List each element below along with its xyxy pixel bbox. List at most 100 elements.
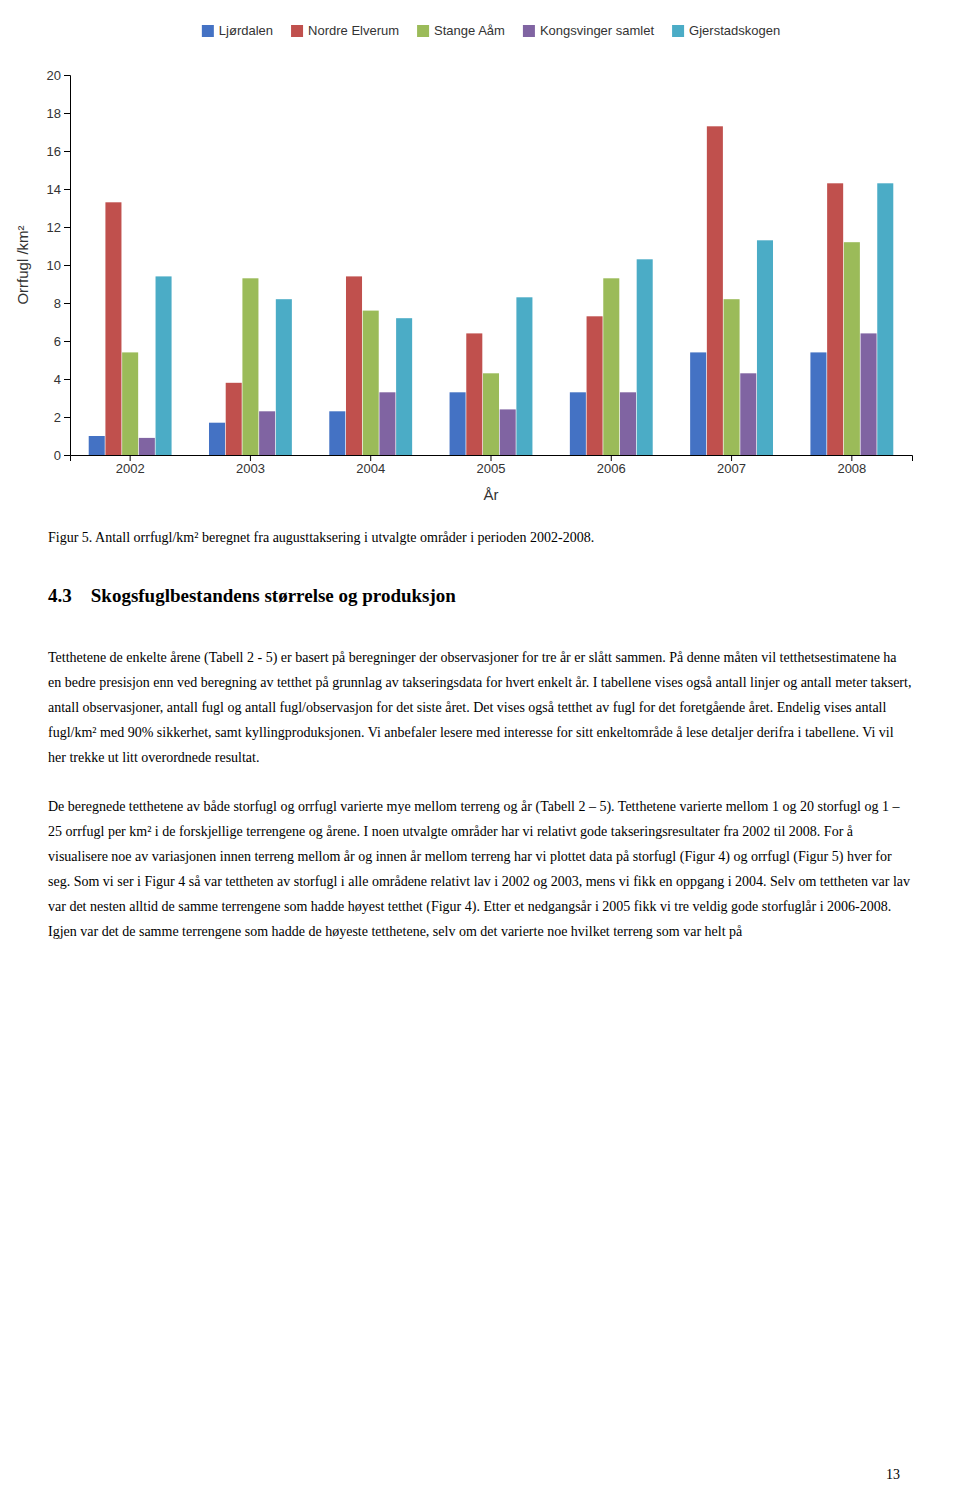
bar <box>226 383 242 455</box>
x-tick-label: 2005 <box>477 461 506 476</box>
x-tick: 2007 <box>717 455 746 476</box>
legend-label: Nordre Elverum <box>308 23 399 38</box>
legend-swatch <box>672 25 684 37</box>
y-tick-line <box>64 151 70 152</box>
bar <box>346 276 362 455</box>
bar <box>740 373 756 455</box>
y-tick-line <box>64 265 70 266</box>
x-tick-label: 2008 <box>837 461 866 476</box>
bar <box>587 316 603 455</box>
bar <box>329 411 345 455</box>
bar <box>620 392 636 455</box>
y-tick-label: 18 <box>47 106 61 121</box>
x-tick-label: 2007 <box>717 461 746 476</box>
y-tick: 12 <box>47 220 70 235</box>
bar-series <box>105 126 843 455</box>
page: 2002200320042005200620072008024681012141… <box>0 0 960 1501</box>
bar <box>690 352 706 455</box>
bar <box>483 373 499 455</box>
bar <box>861 333 877 455</box>
y-tick-label: 10 <box>47 258 61 273</box>
x-tick-label: 2006 <box>597 461 626 476</box>
body-text: Tetthetene de enkelte årene (Tabell 2 - … <box>48 645 912 968</box>
y-axis: 02468101214161820 <box>47 68 71 463</box>
y-tick-line <box>64 379 70 380</box>
bar <box>396 318 412 455</box>
x-tick-label: 2003 <box>236 461 265 476</box>
bar <box>707 126 723 455</box>
x-tick-line <box>250 455 251 461</box>
legend-item: Ljørdalen <box>202 23 273 38</box>
y-tick-label: 8 <box>54 296 61 311</box>
y-tick-line <box>64 189 70 190</box>
page-number: 13 <box>886 1467 900 1483</box>
legend-label: Gjerstadskogen <box>689 23 780 38</box>
bar <box>242 278 258 455</box>
bar <box>105 202 121 455</box>
bar <box>209 423 225 455</box>
bar <box>379 392 395 455</box>
bar <box>637 259 653 455</box>
bar <box>810 352 826 455</box>
y-tick: 10 <box>47 258 70 273</box>
legend-label: Stange Aåm <box>434 23 505 38</box>
x-axis-line <box>71 456 913 462</box>
caption: Figur 5. Antall orrfugl/km² beregnet fra… <box>48 528 912 548</box>
legend-swatch <box>202 25 214 37</box>
y-axis-line <box>64 76 71 456</box>
legend-swatch <box>291 25 303 37</box>
bar <box>89 436 105 455</box>
bar <box>844 242 860 455</box>
legend-item: Gjerstadskogen <box>672 23 780 38</box>
y-tick-line <box>64 113 70 114</box>
y-tick-label: 0 <box>54 448 61 463</box>
y-tick-label: 2 <box>54 410 61 425</box>
x-tick-line <box>491 455 492 461</box>
x-tick-line <box>130 455 131 461</box>
bar <box>122 352 138 455</box>
legend-item: Stange Aåm <box>417 23 505 38</box>
y-tick-label: 14 <box>47 182 61 197</box>
y-tick: 6 <box>54 334 70 349</box>
x-tick-line <box>851 455 852 461</box>
bar <box>466 333 482 455</box>
x-tick-label: 2002 <box>116 461 145 476</box>
y-tick-line <box>64 341 70 342</box>
x-tick-line <box>370 455 371 461</box>
bar <box>259 411 275 455</box>
plot: 2002200320042005200620072008024681012141… <box>47 68 913 477</box>
chart: 2002200320042005200620072008024681012141… <box>0 0 960 515</box>
bar <box>139 438 155 455</box>
legend: Ljørdalen Nordre Elverum Stange Aåm Kongsvi… <box>202 23 780 38</box>
bar <box>570 392 586 455</box>
x-tick: 2003 <box>236 455 265 476</box>
y-tick: 8 <box>54 296 70 311</box>
x-tick-line <box>611 455 612 461</box>
x-axis-title: År <box>484 486 499 503</box>
x-tick: 2002 <box>116 455 145 476</box>
y-tick: 16 <box>47 144 70 159</box>
y-axis-title: Orrfugl /km² <box>14 225 31 304</box>
bar-series <box>122 242 860 455</box>
x-tick: 2008 <box>837 455 866 476</box>
paragraph: De beregnede tetthetene av både storfugl… <box>48 794 912 944</box>
y-tick-label: 6 <box>54 334 61 349</box>
bar <box>724 299 740 455</box>
x-tick-line <box>731 455 732 461</box>
legend-swatch <box>417 25 429 37</box>
legend-item: Nordre Elverum <box>291 23 399 38</box>
bar <box>276 299 292 455</box>
y-tick-line <box>64 417 70 418</box>
y-tick: 14 <box>47 182 70 197</box>
bars <box>89 126 894 455</box>
y-tick-line <box>64 303 70 304</box>
bar <box>500 409 516 455</box>
x-tick: 2004 <box>356 455 385 476</box>
section-heading: 4.3 Skogsfuglbestandens størrelse og pro… <box>48 585 912 607</box>
x-tick: 2005 <box>477 455 506 476</box>
y-tick-label: 20 <box>47 68 61 83</box>
bar <box>516 297 532 455</box>
y-tick-line <box>64 227 70 228</box>
legend-item: Kongsvinger samlet <box>523 23 655 38</box>
bar <box>877 183 893 455</box>
